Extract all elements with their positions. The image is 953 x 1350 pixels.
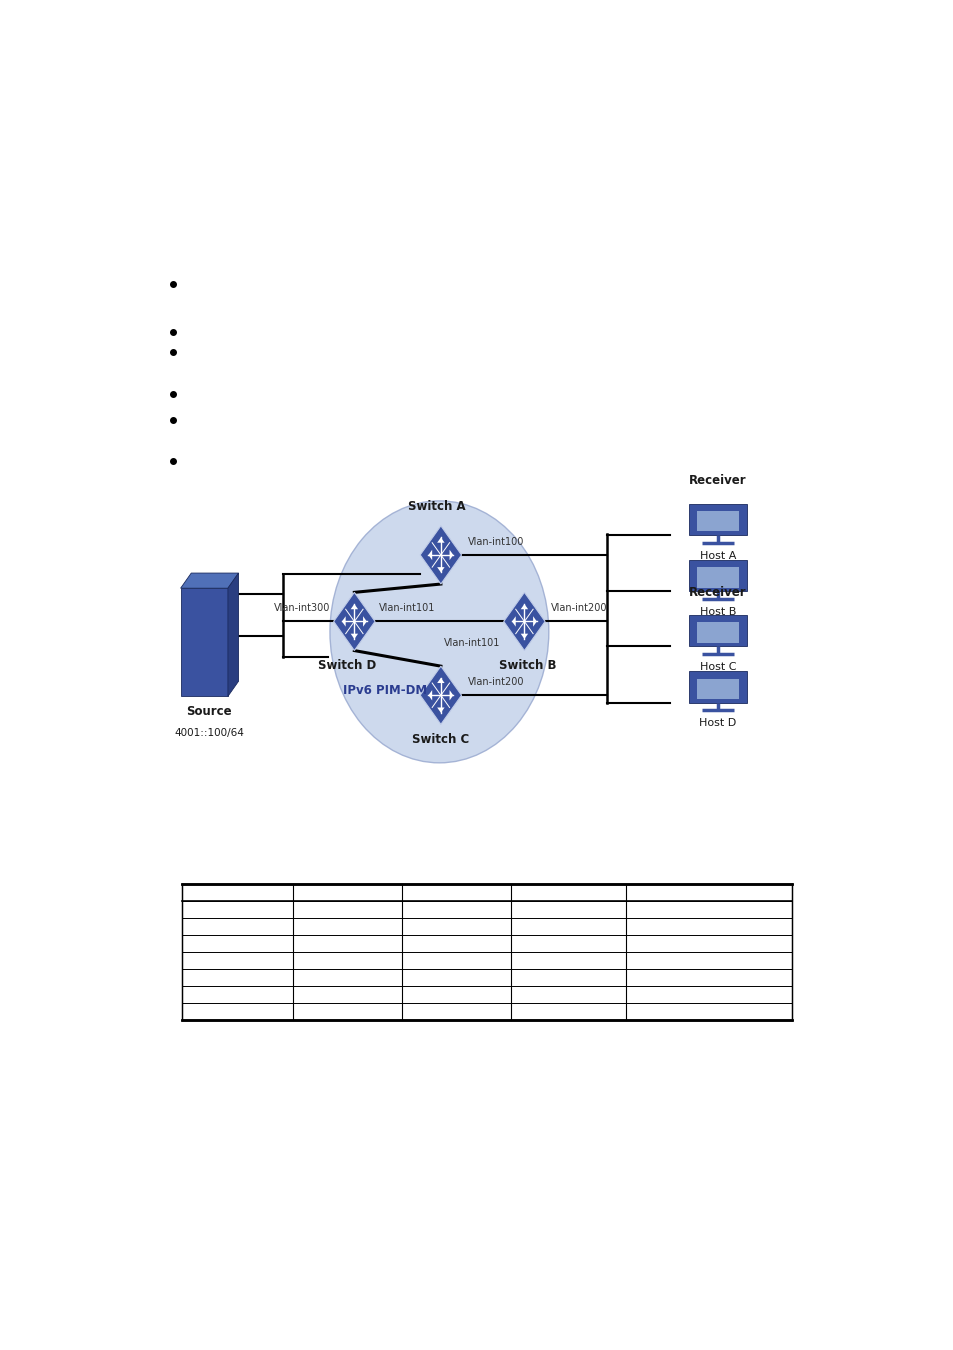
Polygon shape: [449, 690, 453, 701]
Polygon shape: [436, 537, 444, 543]
Text: Vlan-int200: Vlan-int200: [467, 676, 523, 687]
Polygon shape: [520, 633, 528, 639]
Polygon shape: [689, 616, 746, 647]
Polygon shape: [228, 572, 238, 697]
Polygon shape: [341, 616, 345, 626]
Text: Vlan-int101: Vlan-int101: [443, 639, 499, 648]
Polygon shape: [697, 567, 739, 587]
Polygon shape: [334, 593, 375, 651]
Text: Host A: Host A: [700, 551, 736, 560]
Polygon shape: [428, 690, 432, 701]
Text: Receiver: Receiver: [689, 586, 746, 598]
Text: Host D: Host D: [699, 718, 736, 728]
Text: Vlan-int300: Vlan-int300: [274, 603, 330, 613]
Text: IPv6 PIM-DM: IPv6 PIM-DM: [343, 683, 427, 697]
Polygon shape: [697, 622, 739, 643]
Polygon shape: [419, 666, 461, 725]
Polygon shape: [512, 616, 516, 626]
Text: Vlan-int200: Vlan-int200: [551, 603, 607, 613]
Polygon shape: [503, 593, 544, 651]
Ellipse shape: [330, 501, 548, 763]
Polygon shape: [180, 572, 238, 589]
Polygon shape: [449, 549, 453, 560]
Polygon shape: [689, 504, 746, 535]
Polygon shape: [351, 603, 357, 609]
Polygon shape: [363, 616, 366, 626]
Polygon shape: [180, 589, 228, 697]
Polygon shape: [697, 679, 739, 699]
Polygon shape: [351, 633, 357, 639]
Polygon shape: [419, 525, 461, 585]
Text: Switch D: Switch D: [317, 659, 375, 672]
Polygon shape: [436, 678, 444, 683]
Polygon shape: [697, 512, 739, 532]
Text: Vlan-int100: Vlan-int100: [467, 536, 523, 547]
Text: Host C: Host C: [700, 662, 736, 672]
Polygon shape: [436, 707, 444, 713]
Polygon shape: [689, 560, 746, 591]
Text: Switch B: Switch B: [498, 659, 557, 672]
Text: Host B: Host B: [700, 608, 736, 617]
Text: Receiver: Receiver: [689, 474, 746, 487]
Text: 4001::100/64: 4001::100/64: [173, 728, 244, 738]
Text: Source: Source: [186, 705, 232, 718]
Polygon shape: [533, 616, 537, 626]
Polygon shape: [520, 603, 528, 609]
Text: Switch A: Switch A: [408, 501, 465, 513]
Polygon shape: [428, 549, 432, 560]
Text: Switch C: Switch C: [412, 733, 469, 747]
Polygon shape: [689, 671, 746, 702]
Text: Vlan-int101: Vlan-int101: [378, 603, 435, 613]
Polygon shape: [436, 567, 444, 572]
